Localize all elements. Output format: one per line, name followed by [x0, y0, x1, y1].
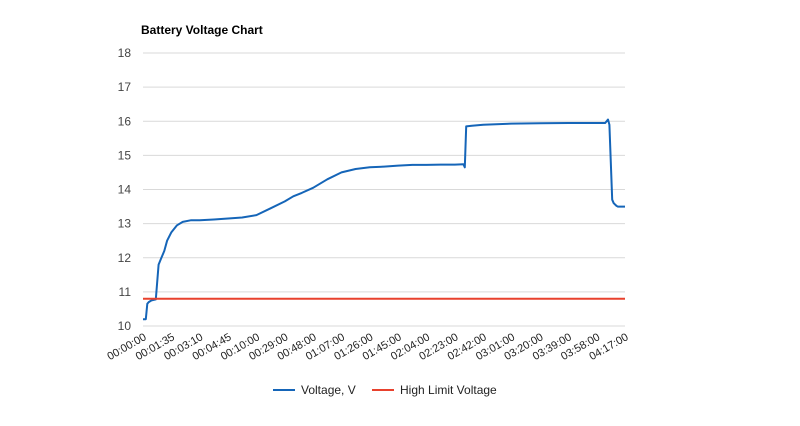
y-tick-label: 15: [118, 148, 132, 162]
y-tick-label: 13: [118, 217, 132, 231]
grid-lines: [143, 52, 625, 327]
y-tick-label: 12: [118, 251, 132, 265]
legend: Voltage, V High Limit Voltage: [273, 383, 497, 397]
series-line-voltage: [143, 118, 625, 321]
y-tick-label: 18: [118, 46, 132, 60]
y-tick-label: 11: [119, 285, 132, 299]
x-axis-ticks: 00:00:0000:01:3500:03:1000:04:4500:10:00…: [105, 331, 630, 363]
y-axis-ticks: 10 11 12 13 14 15 16 17 18: [118, 46, 132, 333]
legend-label-high-limit: High Limit Voltage: [400, 383, 497, 397]
y-tick-label: 16: [118, 114, 132, 128]
y-tick-label: 17: [118, 80, 132, 94]
legend-label-voltage: Voltage, V: [301, 383, 356, 397]
y-tick-label: 10: [118, 319, 132, 333]
series-lines: [143, 118, 625, 321]
y-tick-label: 14: [118, 183, 132, 197]
chart-title: Battery Voltage Chart: [141, 23, 263, 37]
